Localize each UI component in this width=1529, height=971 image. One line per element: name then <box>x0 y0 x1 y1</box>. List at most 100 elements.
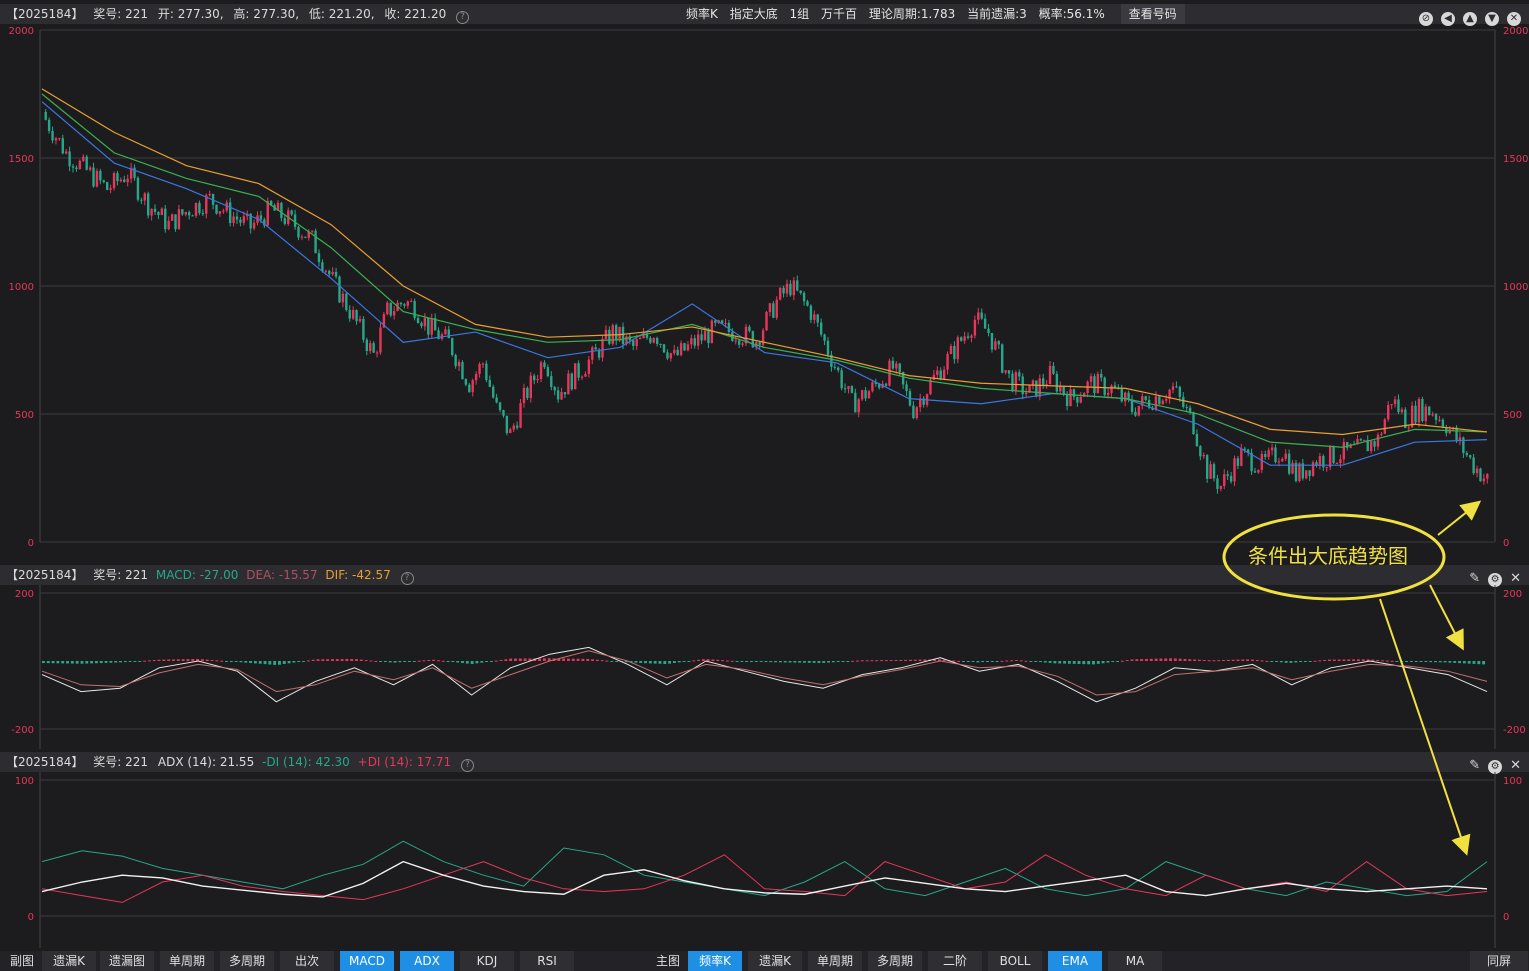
close-icon[interactable]: ✕ <box>1510 758 1521 773</box>
macd-histogram-bar <box>571 658 575 661</box>
help-icon[interactable]: ? <box>400 572 414 585</box>
macd-histogram-bar <box>1289 661 1293 663</box>
macd-histogram-bar <box>350 658 354 661</box>
candle-body <box>734 340 737 342</box>
macd-histogram-bar <box>817 661 821 663</box>
pin-icon[interactable]: ✎ <box>1469 571 1481 586</box>
candle-body <box>1113 385 1117 389</box>
macd-histogram-bar <box>1188 659 1192 661</box>
tab-kdj[interactable]: KDJ <box>460 951 514 971</box>
candle-body <box>895 363 898 369</box>
y-tick-label-left: 0 <box>28 538 34 549</box>
candle-body <box>843 388 847 390</box>
macd-histogram-bar <box>364 660 368 662</box>
main-candle-chart[interactable]: 0 0 500 500 1000 1000 1500 1500 2000 2000 <box>0 24 1529 564</box>
close-icon[interactable]: ✕ <box>1507 12 1521 26</box>
macd-histogram-bar <box>181 659 185 661</box>
compass-icon[interactable]: ⊘ <box>1419 12 1433 26</box>
settings-icon[interactable]: ⚙ <box>1488 573 1503 587</box>
tab-second-order[interactable]: 二阶 <box>928 951 982 971</box>
candle-body <box>1052 365 1055 374</box>
candle-body <box>92 167 95 187</box>
tab-boll[interactable]: BOLL <box>988 951 1042 971</box>
tab-ma[interactable]: MA <box>1108 951 1162 971</box>
candle-body <box>78 160 82 170</box>
macd-histogram-bar <box>1048 661 1052 663</box>
candle-body <box>1219 486 1223 489</box>
close-icon[interactable]: ✕ <box>1510 571 1521 586</box>
candle-body <box>960 337 963 341</box>
check-number-button[interactable]: 查看号码 <box>1120 4 1185 24</box>
macd-histogram-bar <box>66 661 69 664</box>
y-tick-label-right: 1000 <box>1503 282 1528 293</box>
help-icon[interactable]: ? <box>460 759 474 772</box>
candle-body <box>550 376 553 388</box>
macd-histogram-bar <box>1164 658 1168 661</box>
candle-body <box>348 309 351 319</box>
macd-histogram-bar <box>1477 661 1481 665</box>
candle-body <box>1158 396 1161 405</box>
candle-body <box>307 231 310 238</box>
tab-miss-k[interactable]: 遗漏K <box>42 951 96 971</box>
macd-histogram-bar <box>1087 661 1091 665</box>
candle-body <box>1284 453 1287 459</box>
candle-body <box>369 343 372 351</box>
macd-histogram-bar <box>658 661 662 664</box>
up-icon[interactable]: ▲ <box>1463 12 1477 26</box>
candle-body <box>884 383 888 386</box>
tab-adx[interactable]: ADX <box>400 951 454 971</box>
candle-body <box>591 347 594 360</box>
candle-body <box>61 138 64 154</box>
macd-histogram-bar <box>388 661 392 663</box>
tab-rsi[interactable]: RSI <box>520 951 574 971</box>
candle-body <box>1065 394 1069 407</box>
tab-single-period[interactable]: 单周期 <box>160 951 214 971</box>
tab-count[interactable]: 出次 <box>280 951 334 971</box>
candle-body <box>54 138 58 141</box>
candle-body <box>143 193 146 201</box>
candle-body <box>789 283 792 296</box>
macd-histogram-bar <box>1323 659 1327 661</box>
macd-histogram-bar <box>104 661 108 663</box>
tab-ema[interactable]: EMA <box>1048 951 1102 971</box>
candle-body <box>44 111 47 120</box>
macd-histogram-bar <box>355 659 358 661</box>
macd-chart[interactable]: -200 -200 200 200 <box>0 585 1529 749</box>
macd-histogram-bar <box>1067 661 1071 664</box>
candle-body <box>775 299 778 318</box>
candle-body <box>1038 378 1041 397</box>
candle-body <box>922 398 925 405</box>
fullscreen-button[interactable]: 同屏 <box>1470 951 1528 971</box>
candle-body <box>160 208 164 216</box>
candle-body <box>819 322 823 335</box>
candle-body <box>570 373 573 390</box>
candle-body <box>642 333 645 339</box>
tab-miss-chart[interactable]: 遗漏图 <box>100 951 154 971</box>
candle-body <box>601 338 604 358</box>
tab-miss-k-main[interactable]: 遗漏K <box>748 951 802 971</box>
help-icon[interactable]: ? <box>456 11 470 24</box>
tab-multi-period[interactable]: 多周期 <box>220 951 274 971</box>
candle-body <box>949 345 953 354</box>
bottom-toolbar: 副图 遗漏K 遗漏图 单周期 多周期 出次 MACD ADX KDJ RSI 主… <box>0 951 1529 971</box>
back-icon[interactable]: ◀ <box>1441 12 1455 26</box>
candle-body <box>382 314 386 328</box>
settings-icon[interactable]: ⚙ <box>1488 760 1503 774</box>
macd-histogram-bar <box>1053 661 1057 664</box>
candle-body <box>116 173 119 182</box>
down-icon[interactable]: ▼ <box>1485 12 1499 26</box>
pin-icon[interactable]: ✎ <box>1469 758 1481 773</box>
tab-single-period-main[interactable]: 单周期 <box>808 951 862 971</box>
macd-histogram-bar <box>1438 661 1442 663</box>
tab-freq-k[interactable]: 频率K <box>688 951 742 971</box>
candle-body <box>649 337 652 343</box>
candle-body <box>1434 414 1438 420</box>
macd-histogram-bar <box>1039 661 1042 663</box>
adx-chart[interactable]: 0 0 100 100 <box>0 772 1529 948</box>
candle-body <box>126 178 129 182</box>
tab-multi-period-main[interactable]: 多周期 <box>868 951 922 971</box>
candle-body <box>799 290 802 293</box>
macd-histogram-bar <box>205 659 209 661</box>
candle-body <box>239 219 242 223</box>
tab-macd[interactable]: MACD <box>340 951 394 971</box>
